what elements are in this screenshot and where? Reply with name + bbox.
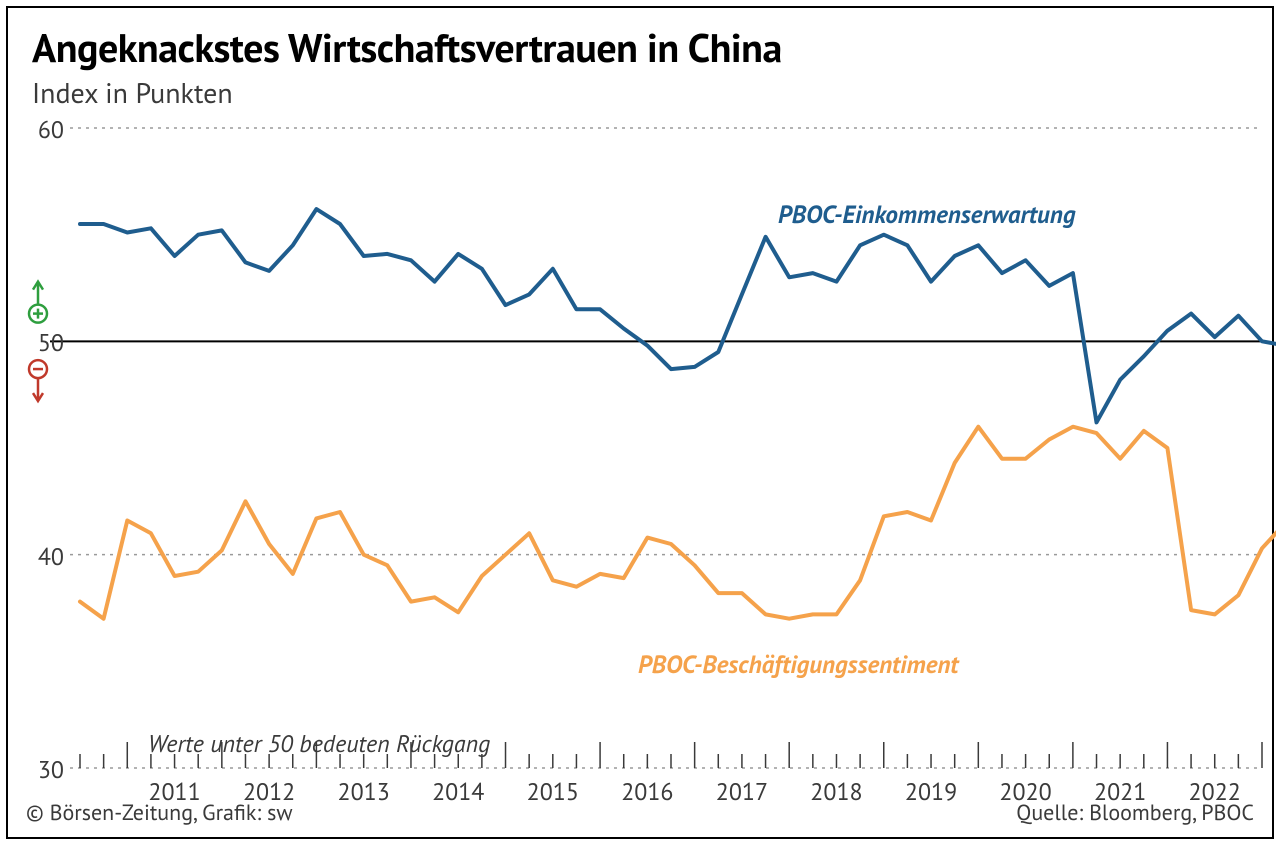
chart-frame: Angeknackstes Wirtschaftsvertrauen in Ch…	[6, 6, 1274, 839]
x-tick-label: 2015	[527, 776, 579, 807]
x-tick-label: 2014	[432, 776, 484, 807]
series-label-employment: PBOC-Beschäftigungssentiment	[638, 648, 958, 680]
chart-note: Werte unter 50 bedeuten Rückgang	[148, 728, 490, 759]
series-label-income: PBOC-Einkommenserwartung	[778, 198, 1075, 230]
x-tick-label: 2019	[905, 776, 957, 807]
y-tick-label: 30	[24, 754, 64, 785]
x-tick-label: 2013	[338, 776, 390, 807]
credit-left: © Börsen-Zeitung, Grafik: sw	[26, 799, 293, 827]
y-tick-label: 50	[24, 327, 64, 358]
chart-plot	[8, 8, 1276, 841]
x-tick-label: 2016	[621, 776, 673, 807]
y-tick-label: 40	[24, 541, 64, 572]
x-tick-label: 2017	[716, 776, 768, 807]
credit-right: Quelle: Bloomberg, PBOC	[1016, 799, 1254, 827]
y-tick-label: 60	[24, 114, 64, 145]
x-tick-label: 2018	[810, 776, 862, 807]
